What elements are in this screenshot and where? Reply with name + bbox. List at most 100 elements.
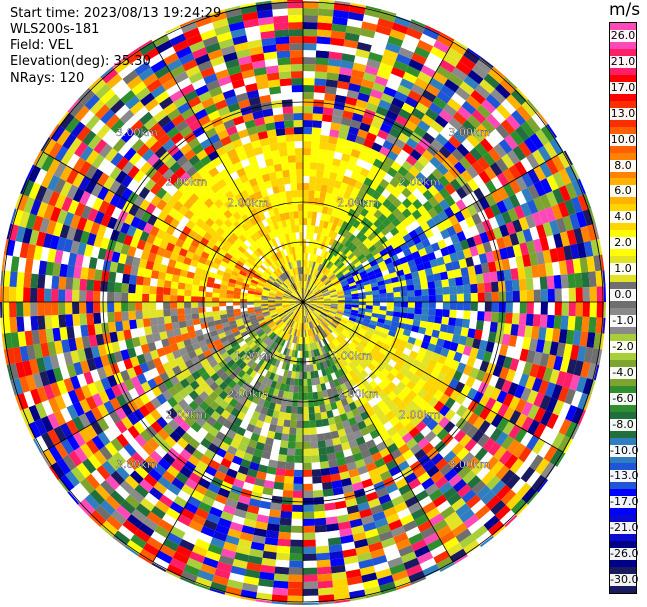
velocity-gate xyxy=(167,396,178,408)
velocity-gate xyxy=(313,99,325,108)
velocity-gate xyxy=(518,313,527,326)
velocity-gate xyxy=(100,88,116,105)
velocity-gate xyxy=(149,349,160,360)
velocity-gate xyxy=(479,183,491,197)
velocity-gate xyxy=(311,378,317,386)
velocity-gate xyxy=(484,282,492,293)
velocity-gate xyxy=(30,199,42,216)
velocity-gate xyxy=(443,122,458,136)
velocity-gate xyxy=(144,413,157,426)
velocity-gate xyxy=(34,168,48,186)
velocity-gate xyxy=(166,126,180,139)
velocity-gate xyxy=(319,314,326,320)
velocity-gate xyxy=(522,253,532,267)
velocity-gate xyxy=(188,390,199,401)
velocity-gate xyxy=(385,244,394,253)
velocity-gate xyxy=(336,309,345,313)
velocity-gate xyxy=(305,350,309,358)
velocity-gate xyxy=(519,290,527,302)
velocity-gate xyxy=(275,559,290,568)
velocity-gate xyxy=(582,286,590,302)
velocity-gate xyxy=(349,314,358,320)
velocity-gate xyxy=(555,452,566,468)
velocity-gate xyxy=(186,557,203,570)
velocity-gate xyxy=(54,394,67,411)
velocity-gate xyxy=(223,119,236,130)
velocity-gate xyxy=(328,230,335,239)
velocity-gate xyxy=(291,518,303,526)
velocity-gate xyxy=(411,188,423,199)
velocity-gate xyxy=(435,287,443,296)
velocity-gate xyxy=(346,89,360,100)
velocity-gate xyxy=(360,350,369,359)
velocity-gate xyxy=(98,200,110,214)
velocity-gate xyxy=(261,302,269,305)
velocity-gate xyxy=(224,403,235,414)
velocity-gate xyxy=(260,253,268,261)
velocity-gate xyxy=(321,321,328,329)
velocity-gate xyxy=(117,381,129,395)
velocity-gate xyxy=(323,278,331,285)
velocity-gate xyxy=(469,347,479,359)
velocity-gate xyxy=(197,166,209,177)
velocity-gate xyxy=(235,280,244,286)
velocity-gate xyxy=(240,253,249,261)
velocity-gate xyxy=(356,282,364,288)
velocity-gate xyxy=(425,83,441,97)
velocity-gate xyxy=(0,286,3,302)
velocity-gate xyxy=(270,333,277,341)
velocity-gate xyxy=(564,388,576,405)
velocity-gate xyxy=(53,425,67,442)
velocity-gate xyxy=(562,215,574,232)
velocity-gate xyxy=(63,351,74,366)
velocity-gate xyxy=(391,187,402,198)
velocity-gate xyxy=(179,576,196,585)
velocity-gate xyxy=(257,197,266,207)
velocity-gate xyxy=(348,193,358,203)
velocity-gate xyxy=(305,308,309,316)
velocity-gate xyxy=(303,574,318,582)
velocity-gate xyxy=(256,247,264,256)
velocity-gate xyxy=(263,336,271,344)
velocity-gate xyxy=(169,33,187,47)
velocity-gate xyxy=(362,249,371,257)
velocity-gate xyxy=(348,4,366,15)
velocity-gate xyxy=(325,149,336,159)
velocity-gate xyxy=(296,336,300,344)
velocity-gate xyxy=(328,380,336,389)
velocity-gate xyxy=(177,314,186,322)
velocity-gate xyxy=(358,151,369,162)
velocity-gate xyxy=(121,311,129,322)
velocity-gate xyxy=(368,468,380,479)
velocity-gate xyxy=(363,202,373,212)
velocity-gate xyxy=(212,306,220,312)
velocity-gate xyxy=(239,270,247,277)
velocity-gate xyxy=(261,421,271,431)
velocity-gate xyxy=(411,83,426,96)
velocity-gate xyxy=(94,104,110,120)
velocity-gate xyxy=(296,420,303,428)
velocity-gate xyxy=(374,517,389,529)
velocity-gate xyxy=(184,289,192,297)
velocity-gate xyxy=(270,287,278,292)
velocity-gate xyxy=(276,268,283,275)
velocity-gate xyxy=(378,493,392,505)
velocity-gate xyxy=(490,88,506,105)
velocity-gate xyxy=(175,120,189,133)
velocity-gate xyxy=(198,203,209,214)
velocity-gate xyxy=(2,286,10,302)
velocity-gate xyxy=(333,338,341,346)
velocity-gate xyxy=(184,443,197,455)
velocity-gate xyxy=(172,328,182,337)
velocity-gate xyxy=(413,160,425,172)
velocity-gate xyxy=(482,437,496,452)
velocity-gate xyxy=(137,554,153,565)
velocity-gate xyxy=(188,154,201,166)
velocity-gate xyxy=(456,302,464,311)
velocity-gate xyxy=(129,236,140,248)
velocity-gate xyxy=(537,145,552,162)
velocity-gate xyxy=(470,302,478,312)
velocity-gate xyxy=(231,270,240,277)
velocity-gate xyxy=(145,260,155,270)
velocity-gate xyxy=(139,41,156,56)
